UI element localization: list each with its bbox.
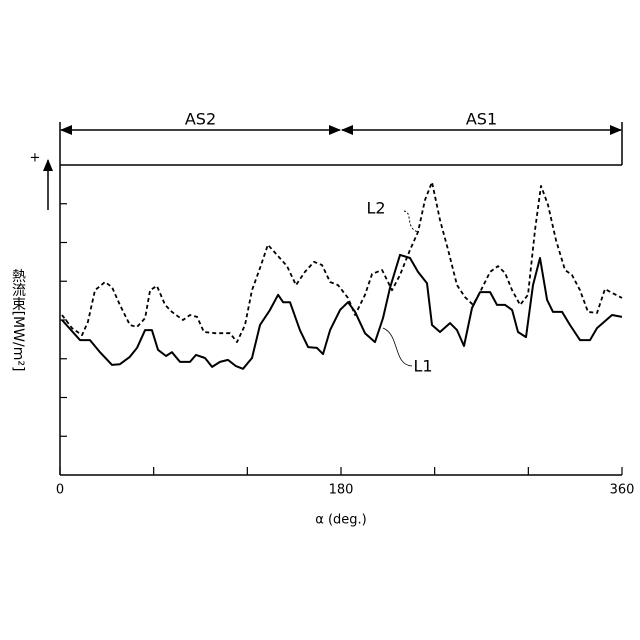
y-axis-label: 熱流束[MW/m²] — [10, 269, 26, 372]
series-label: L2 — [366, 199, 385, 218]
l1-leader — [383, 328, 412, 366]
region-label: AS1 — [466, 110, 497, 129]
series-label: L1 — [413, 357, 432, 376]
l2-leader — [404, 211, 418, 232]
chart: + 熱流束[MW/m²] α (deg.) 0 180 360 AS2 AS1 L1 L2 — [0, 0, 640, 640]
x-axis-label: α (deg.) — [315, 513, 366, 528]
page: {"chart_data": { "type": "line", "y_labe… — [0, 0, 640, 640]
axes — [48, 122, 622, 475]
x-tick-label: 360 — [610, 483, 635, 498]
region-label: AS2 — [185, 110, 216, 129]
y-direction-sign: + — [30, 151, 41, 166]
x-tick-label: 180 — [329, 483, 354, 498]
x-tick-label: 0 — [56, 483, 64, 498]
